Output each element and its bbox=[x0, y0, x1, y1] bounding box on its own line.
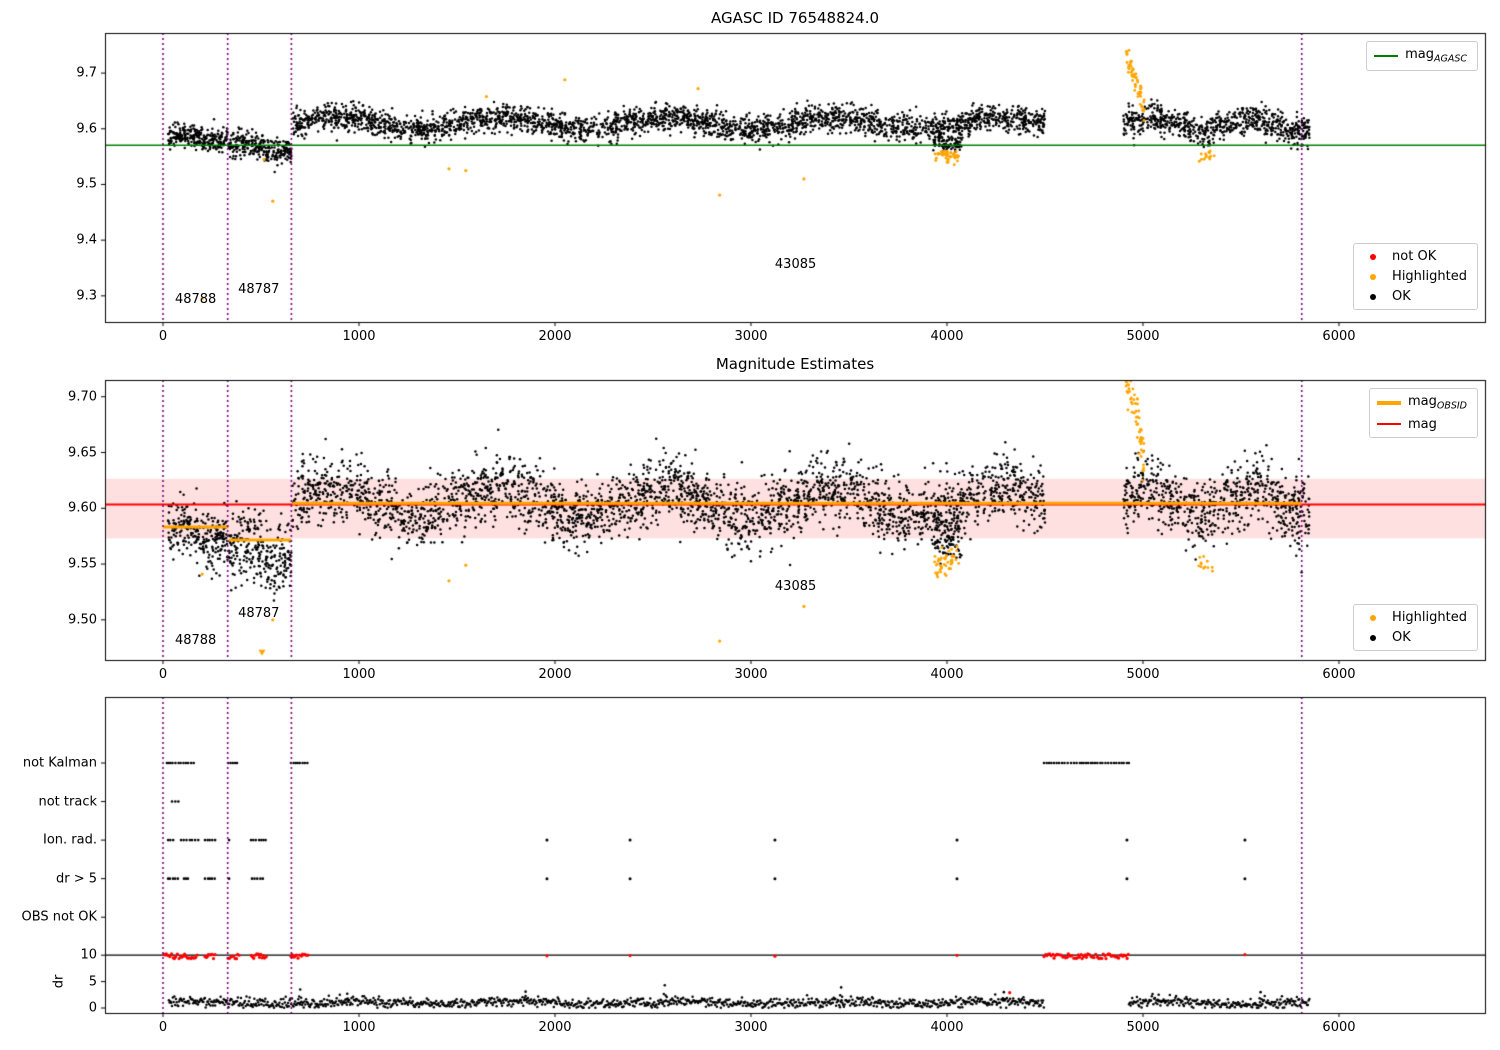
chart-canvas bbox=[0, 0, 1500, 1050]
figure: AGASC ID 76548824.0 Magnitude Estimates … bbox=[0, 0, 1500, 1050]
